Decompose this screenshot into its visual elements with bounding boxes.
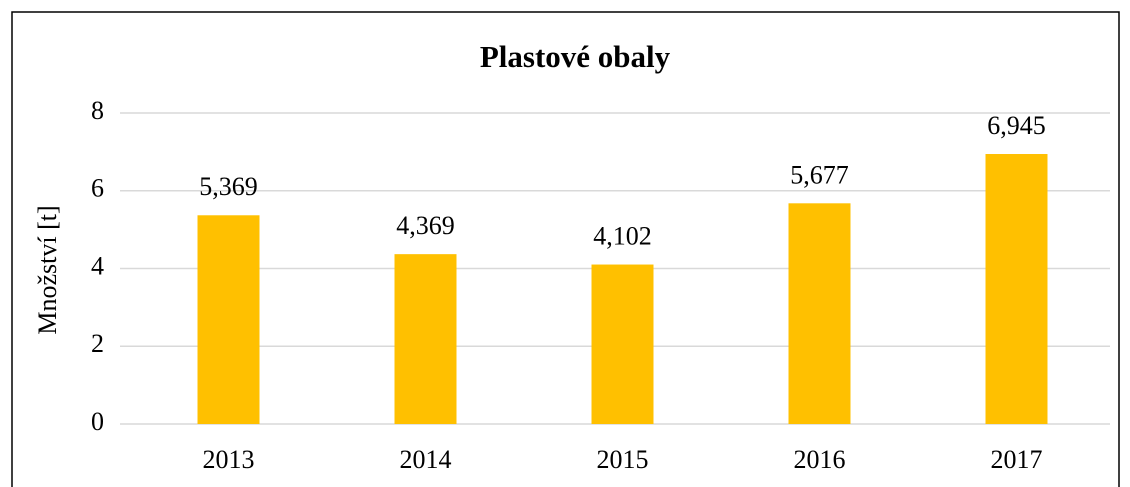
y-tick-label: 6: [91, 174, 104, 203]
chart-title: Plastové obaly: [480, 39, 671, 74]
value-label: 5,677: [790, 160, 849, 189]
y-axis-label: Množství [t]: [33, 205, 62, 334]
bar: [788, 203, 851, 424]
y-tick-label: 0: [91, 407, 104, 436]
value-label: 4,369: [396, 211, 455, 240]
value-label: 5,369: [199, 172, 258, 201]
x-tick-label: 2015: [597, 445, 649, 474]
x-tick-label: 2017: [991, 445, 1043, 474]
bar: [985, 154, 1048, 424]
y-tick-label: 8: [91, 96, 104, 125]
value-label: 6,945: [987, 111, 1046, 140]
y-tick-label: 4: [91, 251, 104, 280]
bar: [197, 215, 260, 424]
bar: [394, 254, 457, 424]
x-tick-label: 2013: [203, 445, 255, 474]
x-tick-label: 2016: [794, 445, 846, 474]
bar: [591, 264, 654, 424]
y-tick-label: 2: [91, 329, 104, 358]
x-tick-label: 2014: [400, 445, 452, 474]
chart-frame: [11, 11, 1120, 487]
value-label: 4,102: [593, 222, 652, 251]
